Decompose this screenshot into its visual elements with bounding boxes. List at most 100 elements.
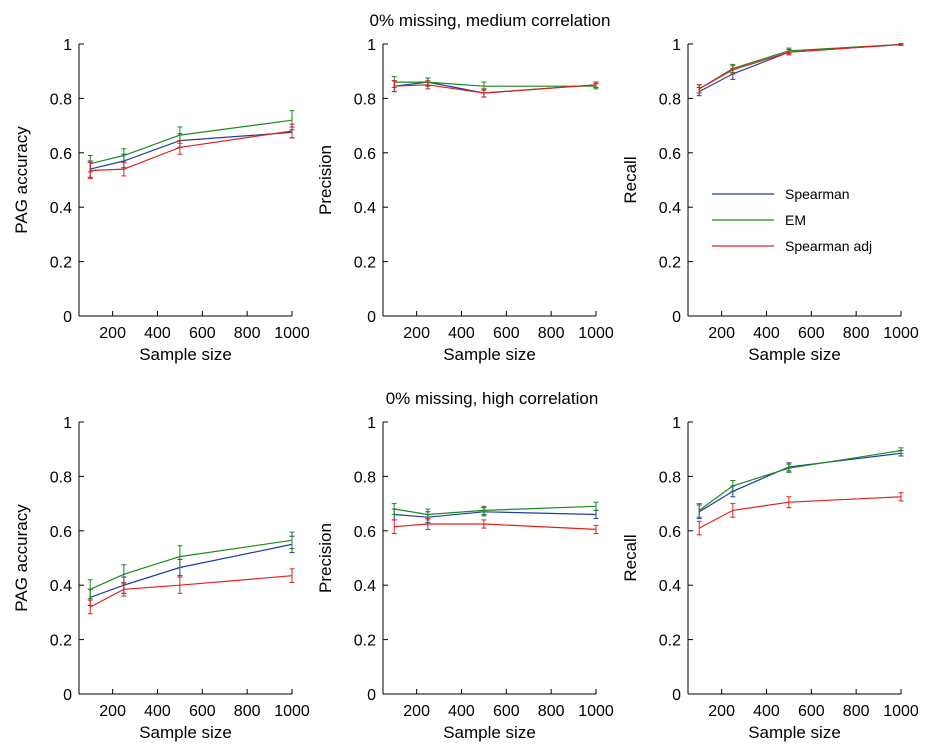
y-tick-label: 0.6 <box>354 524 376 541</box>
x-tick-label: 800 <box>538 325 565 342</box>
y-tick-label: 1 <box>672 37 681 54</box>
y-tick-label: 0.4 <box>354 200 376 217</box>
x-tick-label: 800 <box>843 325 870 342</box>
series-line-spearman <box>89 543 293 598</box>
y-tick-label: 0.4 <box>659 200 681 217</box>
x-tick-label: 200 <box>99 703 126 720</box>
y-tick-label: 0 <box>63 309 72 326</box>
y-tick-label: 0.2 <box>50 633 72 650</box>
y-tick-label: 0.4 <box>659 578 681 595</box>
x-tick-label: 200 <box>708 703 735 720</box>
y-tick-label: 0 <box>367 687 376 704</box>
x-tick-label: 800 <box>843 703 870 720</box>
x-tick-label: 600 <box>798 703 825 720</box>
y-tick-label: 0.6 <box>354 146 376 163</box>
x-tick-label: 200 <box>403 703 430 720</box>
y-tick-label: 0.6 <box>50 524 72 541</box>
y-tick-label: 0.2 <box>354 633 376 650</box>
y-tick-label: 0.6 <box>659 524 681 541</box>
x-axis-label: Sample size <box>139 723 232 742</box>
panel-0-0: 0 0.2 0.4 0.6 0.8 1 200 400 600 800 1000 Sample siz… <box>12 37 310 364</box>
panel-1-2: 0 0.2 0.4 0.6 0.8 1 200 400 600 800 1000 Sample siz… <box>621 415 919 742</box>
x-tick-label: 1000 <box>578 703 614 720</box>
y-tick-label: 1 <box>63 37 72 54</box>
y-tick-label: 0.8 <box>659 91 681 108</box>
x-tick-label: 1000 <box>883 325 919 342</box>
x-tick-label: 200 <box>99 325 126 342</box>
y-tick-label: 0.2 <box>354 255 376 272</box>
series-line-em <box>89 539 293 590</box>
y-tick-label: 1 <box>367 37 376 54</box>
x-tick-label: 400 <box>144 325 171 342</box>
x-tick-label: 600 <box>493 703 520 720</box>
y-tick-label: 0 <box>672 687 681 704</box>
x-tick-label: 600 <box>189 703 216 720</box>
panel-0-1: 0 0.2 0.4 0.6 0.8 1 200 400 600 800 1000 Sample siz… <box>316 37 614 364</box>
series-line-em <box>394 81 596 87</box>
x-tick-label: 800 <box>538 703 565 720</box>
y-tick-label: 0 <box>672 309 681 326</box>
legend-label: EM <box>785 212 806 228</box>
y-axis-label: Precision <box>316 145 335 215</box>
y-axis-label: PAG accuracy <box>12 504 31 612</box>
y-axis-label: Recall <box>621 156 640 203</box>
row-title-high-correlation: 0% missing, high correlation <box>386 389 599 408</box>
row-title-medium-correlation: 0% missing, medium correlation <box>370 11 611 30</box>
legend-label: Spearman <box>785 186 850 202</box>
x-axis-label: Sample size <box>748 723 841 742</box>
y-tick-label: 1 <box>672 415 681 432</box>
panel-0-2: 0 0.2 0.4 0.6 0.8 1 200 400 600 800 1000 Sample siz… <box>621 37 919 364</box>
y-tick-label: 1 <box>63 415 72 432</box>
x-axis-label: Sample size <box>443 723 536 742</box>
x-tick-label: 400 <box>448 325 475 342</box>
x-tick-label: 200 <box>403 325 430 342</box>
legend: Spearman EM Spearman adj <box>712 186 872 254</box>
x-axis-label: Sample size <box>139 345 232 364</box>
x-axis-label: Sample size <box>443 345 536 364</box>
x-axis-label: Sample size <box>748 345 841 364</box>
y-tick-label: 0.2 <box>659 255 681 272</box>
x-tick-label: 1000 <box>274 325 310 342</box>
x-tick-label: 400 <box>753 325 780 342</box>
series-line-spearman-adj <box>90 130 293 172</box>
x-tick-label: 400 <box>144 703 171 720</box>
x-tick-label: 400 <box>753 703 780 720</box>
series-line-spearman <box>698 452 902 513</box>
x-tick-label: 1000 <box>578 325 614 342</box>
y-tick-label: 0.2 <box>50 255 72 272</box>
series-line-em <box>698 450 902 511</box>
y-tick-label: 0 <box>367 309 376 326</box>
y-tick-label: 0.8 <box>50 469 72 486</box>
y-tick-label: 1 <box>367 415 376 432</box>
panel-1-0: 0 0.2 0.4 0.6 0.8 1 200 400 600 800 1000 Sample siz… <box>12 415 310 742</box>
x-tick-label: 200 <box>708 325 735 342</box>
series-line-em <box>90 119 293 165</box>
y-axis-label: Precision <box>316 523 335 593</box>
series-line-spearman-adj <box>698 43 902 90</box>
x-tick-label: 600 <box>798 325 825 342</box>
y-tick-label: 0.4 <box>50 578 72 595</box>
legend-label: Spearman adj <box>785 238 872 254</box>
x-tick-label: 800 <box>234 703 261 720</box>
y-tick-label: 0.8 <box>354 91 376 108</box>
y-axis-label: PAG accuracy <box>12 126 31 234</box>
x-tick-label: 800 <box>234 325 261 342</box>
y-tick-label: 0.8 <box>50 91 72 108</box>
y-tick-label: 0.4 <box>354 578 376 595</box>
x-tick-label: 1000 <box>883 703 919 720</box>
panel-1-1: 0 0.2 0.4 0.6 0.8 1 200 400 600 800 1000 Sample siz… <box>316 415 614 742</box>
y-tick-label: 0 <box>63 687 72 704</box>
x-tick-label: 600 <box>189 325 216 342</box>
series-line-spearman <box>90 131 293 170</box>
series-line-spearman <box>394 511 597 518</box>
series-line-spearman-adj <box>394 523 597 530</box>
x-tick-label: 400 <box>448 703 475 720</box>
y-tick-label: 0.6 <box>659 146 681 163</box>
series-line-em <box>394 505 597 516</box>
series-line-spearman-adj <box>394 84 597 94</box>
y-tick-label: 0.4 <box>50 200 72 217</box>
x-tick-label: 600 <box>493 325 520 342</box>
y-tick-label: 0.8 <box>659 469 681 486</box>
